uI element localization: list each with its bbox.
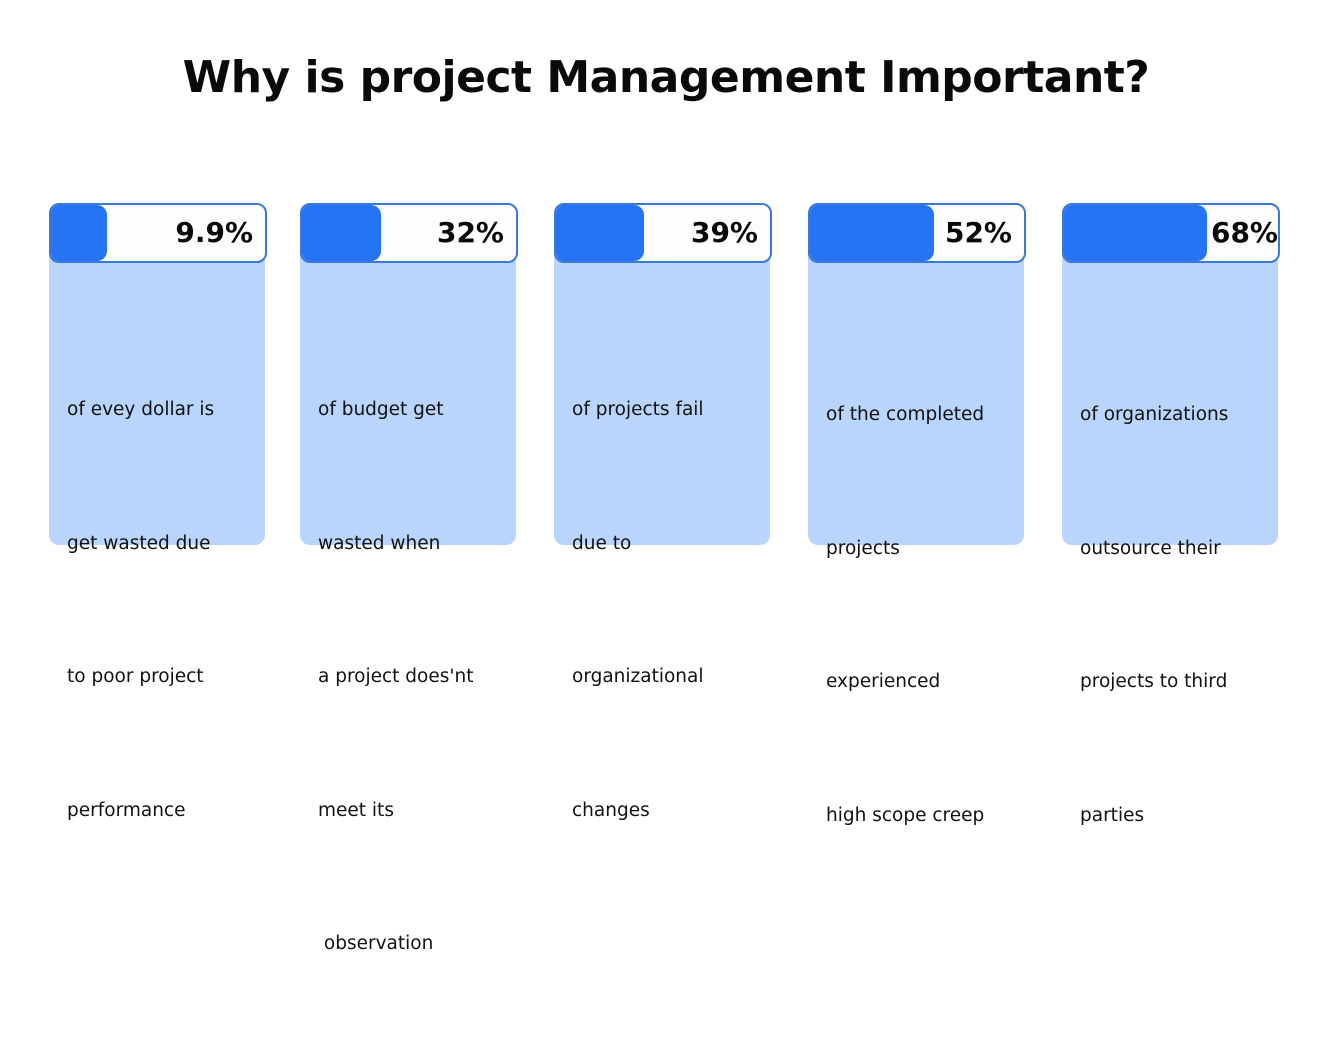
progress-bar: 9.9% bbox=[49, 203, 267, 263]
stat-card-2: 32% of budget get wasted when a project … bbox=[300, 203, 518, 954]
stat-value: 39% bbox=[690, 216, 758, 249]
stat-description: of the completed projects experienced hi… bbox=[826, 404, 985, 826]
stat-description: of evey dollar is get wasted due to poor… bbox=[67, 399, 215, 821]
progress-bar: 32% bbox=[300, 203, 518, 263]
progress-bar: 39% bbox=[554, 203, 772, 263]
progress-fill bbox=[1064, 205, 1208, 261]
progress-fill bbox=[51, 205, 107, 261]
page-title: Why is project Management Important? bbox=[182, 52, 1150, 103]
progress-fill bbox=[556, 205, 644, 261]
stat-card-4: 52% of the completed projects experience… bbox=[808, 203, 1026, 826]
stat-value: 68% bbox=[1210, 216, 1278, 249]
stat-description: of organizations outsource their project… bbox=[1080, 404, 1229, 826]
card-body bbox=[1062, 253, 1278, 545]
stat-value: 9.9% bbox=[175, 216, 253, 249]
progress-fill bbox=[810, 205, 935, 261]
stat-card-5: 68% of organizations outsource their pro… bbox=[1062, 203, 1280, 826]
card-body bbox=[49, 253, 265, 545]
progress-fill bbox=[302, 205, 382, 261]
stat-value: 52% bbox=[944, 216, 1012, 249]
stat-description: of projects fail due to organizational c… bbox=[572, 399, 704, 821]
stat-card-3: 39% of projects fail due to organization… bbox=[554, 203, 772, 821]
progress-bar: 68% bbox=[1062, 203, 1280, 263]
stat-description: of budget get wasted when a project does… bbox=[318, 399, 474, 954]
card-body bbox=[300, 253, 516, 545]
card-body bbox=[554, 253, 770, 545]
stat-card-1: 9.9% of evey dollar is get wasted due to… bbox=[49, 203, 267, 821]
stat-value: 32% bbox=[436, 216, 504, 249]
card-body bbox=[808, 253, 1024, 545]
progress-bar: 52% bbox=[808, 203, 1026, 263]
